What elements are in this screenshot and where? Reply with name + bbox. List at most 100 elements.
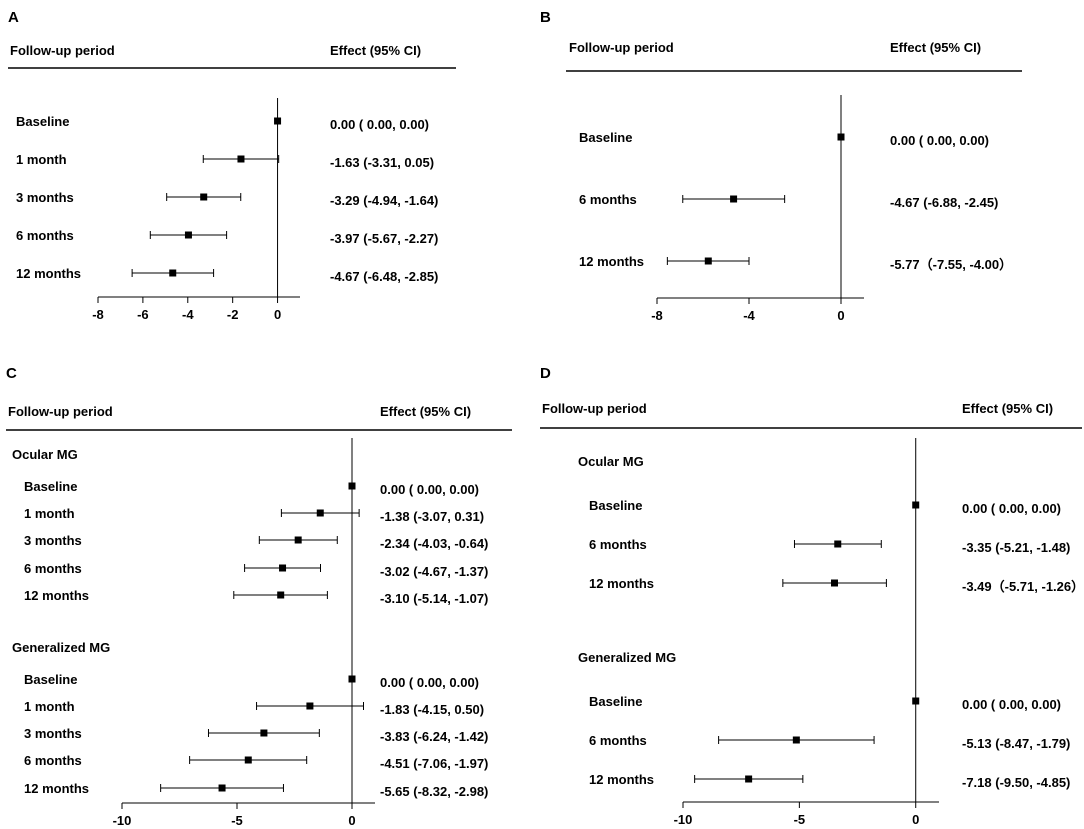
row-effect-ci: -1.38 (-3.07, 0.31) (380, 509, 484, 524)
row-effect-ci: -3.29 (-4.94, -1.64) (330, 193, 438, 208)
panel-b: B Follow-up period Effect (95% CI) -8 -4 0 Bas… (540, 9, 1022, 323)
row-label: 3 months (24, 726, 82, 741)
point-estimate-marker (244, 756, 252, 764)
point-estimate-marker (274, 117, 282, 125)
group-title: Ocular MG (12, 447, 78, 462)
group-title: Generalized MG (12, 640, 110, 655)
point-estimate-marker (260, 729, 268, 737)
point-estimate-marker (277, 591, 285, 599)
x-tick-label: -4 (182, 307, 194, 322)
point-estimate-marker (279, 564, 287, 572)
row-label: 6 months (589, 537, 647, 552)
row-label: 6 months (579, 192, 637, 207)
row-effect-ci: 0.00 ( 0.00, 0.00) (890, 133, 989, 148)
row-label: Baseline (24, 479, 77, 494)
row-effect-ci: 0.00 ( 0.00, 0.00) (380, 482, 479, 497)
point-estimate-marker (184, 231, 192, 239)
row-effect-ci: 0.00 ( 0.00, 0.00) (380, 675, 479, 690)
point-estimate-marker (294, 536, 302, 544)
row-effect-ci: -1.83 (-4.15, 0.50) (380, 702, 484, 717)
row-effect-ci: -7.18 (-9.50, -4.85) (962, 775, 1070, 790)
x-tick-label: -2 (227, 307, 239, 322)
row-label: 6 months (589, 733, 647, 748)
row-effect-ci: -5.13 (-8.47, -1.79) (962, 736, 1070, 751)
point-estimate-marker (837, 133, 845, 141)
x-tick-label: -10 (113, 813, 132, 828)
row-effect-ci: -4.67 (-6.88, -2.45) (890, 195, 998, 210)
group-title: Ocular MG (578, 454, 644, 469)
panel-letter: D (540, 365, 551, 382)
row-label: 12 months (579, 254, 644, 269)
point-estimate-marker (704, 257, 712, 265)
group-title: Generalized MG (578, 650, 676, 665)
x-tick-label: -4 (743, 308, 755, 323)
row-label: 12 months (24, 781, 89, 796)
x-tick-label: -8 (92, 307, 104, 322)
row-label: Baseline (24, 672, 77, 687)
row-label: Baseline (589, 694, 642, 709)
x-tick-label: 0 (837, 308, 844, 323)
header-follow-up-period: Follow-up period (542, 401, 647, 416)
x-tick-label: 0 (912, 812, 919, 827)
row-effect-ci: -3.10 (-5.14, -1.07) (380, 591, 488, 606)
header-effect-ci: Effect (95% CI) (330, 43, 421, 58)
row-effect-ci: -3.49（-5.71, -1.26） (962, 579, 1084, 594)
row-effect-ci: -5.77（-7.55, -4.00） (890, 257, 1012, 272)
x-tick-label: -8 (651, 308, 663, 323)
point-estimate-marker (169, 269, 177, 277)
panel-d: D Follow-up period Effect (95% CI) -10 -5 0 Oc… (540, 365, 1084, 827)
row-effect-ci: -1.63 (-3.31, 0.05) (330, 155, 434, 170)
row-effect-ci: -3.97 (-5.67, -2.27) (330, 231, 438, 246)
row-label: 6 months (24, 561, 82, 576)
point-estimate-marker (912, 501, 920, 509)
row-effect-ci: -5.65 (-8.32, -2.98) (380, 784, 488, 799)
row-effect-ci: -4.51 (-7.06, -1.97) (380, 756, 488, 771)
point-estimate-marker (316, 509, 324, 517)
row-label: 12 months (24, 588, 89, 603)
header-effect-ci: Effect (95% CI) (380, 404, 471, 419)
x-tick-label: -10 (674, 812, 693, 827)
x-tick-label: -6 (137, 307, 149, 322)
row-label: 1 month (24, 506, 75, 521)
panel-letter: A (8, 9, 19, 26)
point-estimate-marker (792, 736, 800, 744)
row-label: 12 months (589, 772, 654, 787)
point-estimate-marker (831, 579, 839, 587)
point-estimate-marker (745, 775, 753, 783)
x-tick-label: -5 (794, 812, 806, 827)
row-label: Baseline (16, 114, 69, 129)
row-label: Baseline (589, 498, 642, 513)
point-estimate-marker (730, 195, 738, 203)
row-label: 6 months (24, 753, 82, 768)
header-follow-up-period: Follow-up period (569, 40, 674, 55)
panel-c: C Follow-up period Effect (95% CI) -10 -5 0 Oc… (6, 365, 512, 828)
row-effect-ci: -4.67 (-6.48, -2.85) (330, 269, 438, 284)
row-effect-ci: -3.83 (-6.24, -1.42) (380, 729, 488, 744)
row-label: 12 months (589, 576, 654, 591)
header-effect-ci: Effect (95% CI) (962, 401, 1053, 416)
point-estimate-marker (200, 193, 208, 201)
row-label: Baseline (579, 130, 632, 145)
row-effect-ci: -3.02 (-4.67, -1.37) (380, 564, 488, 579)
row-effect-ci: -2.34 (-4.03, -0.64) (380, 536, 488, 551)
row-effect-ci: 0.00 ( 0.00, 0.00) (962, 501, 1061, 516)
point-estimate-marker (912, 697, 920, 705)
row-label: 6 months (16, 228, 74, 243)
x-tick-label: 0 (274, 307, 281, 322)
point-estimate-marker (348, 675, 356, 683)
header-follow-up-period: Follow-up period (8, 404, 113, 419)
row-label: 1 month (24, 699, 75, 714)
row-label: 3 months (24, 533, 82, 548)
row-effect-ci: -3.35 (-5.21, -1.48) (962, 540, 1070, 555)
header-effect-ci: Effect (95% CI) (890, 40, 981, 55)
point-estimate-marker (306, 702, 314, 710)
point-estimate-marker (237, 155, 245, 163)
panel-letter: C (6, 365, 17, 382)
point-estimate-marker (834, 540, 842, 548)
row-label: 12 months (16, 266, 81, 281)
x-tick-label: 0 (348, 813, 355, 828)
row-effect-ci: 0.00 ( 0.00, 0.00) (962, 697, 1061, 712)
row-label: 3 months (16, 190, 74, 205)
x-tick-label: -5 (231, 813, 243, 828)
